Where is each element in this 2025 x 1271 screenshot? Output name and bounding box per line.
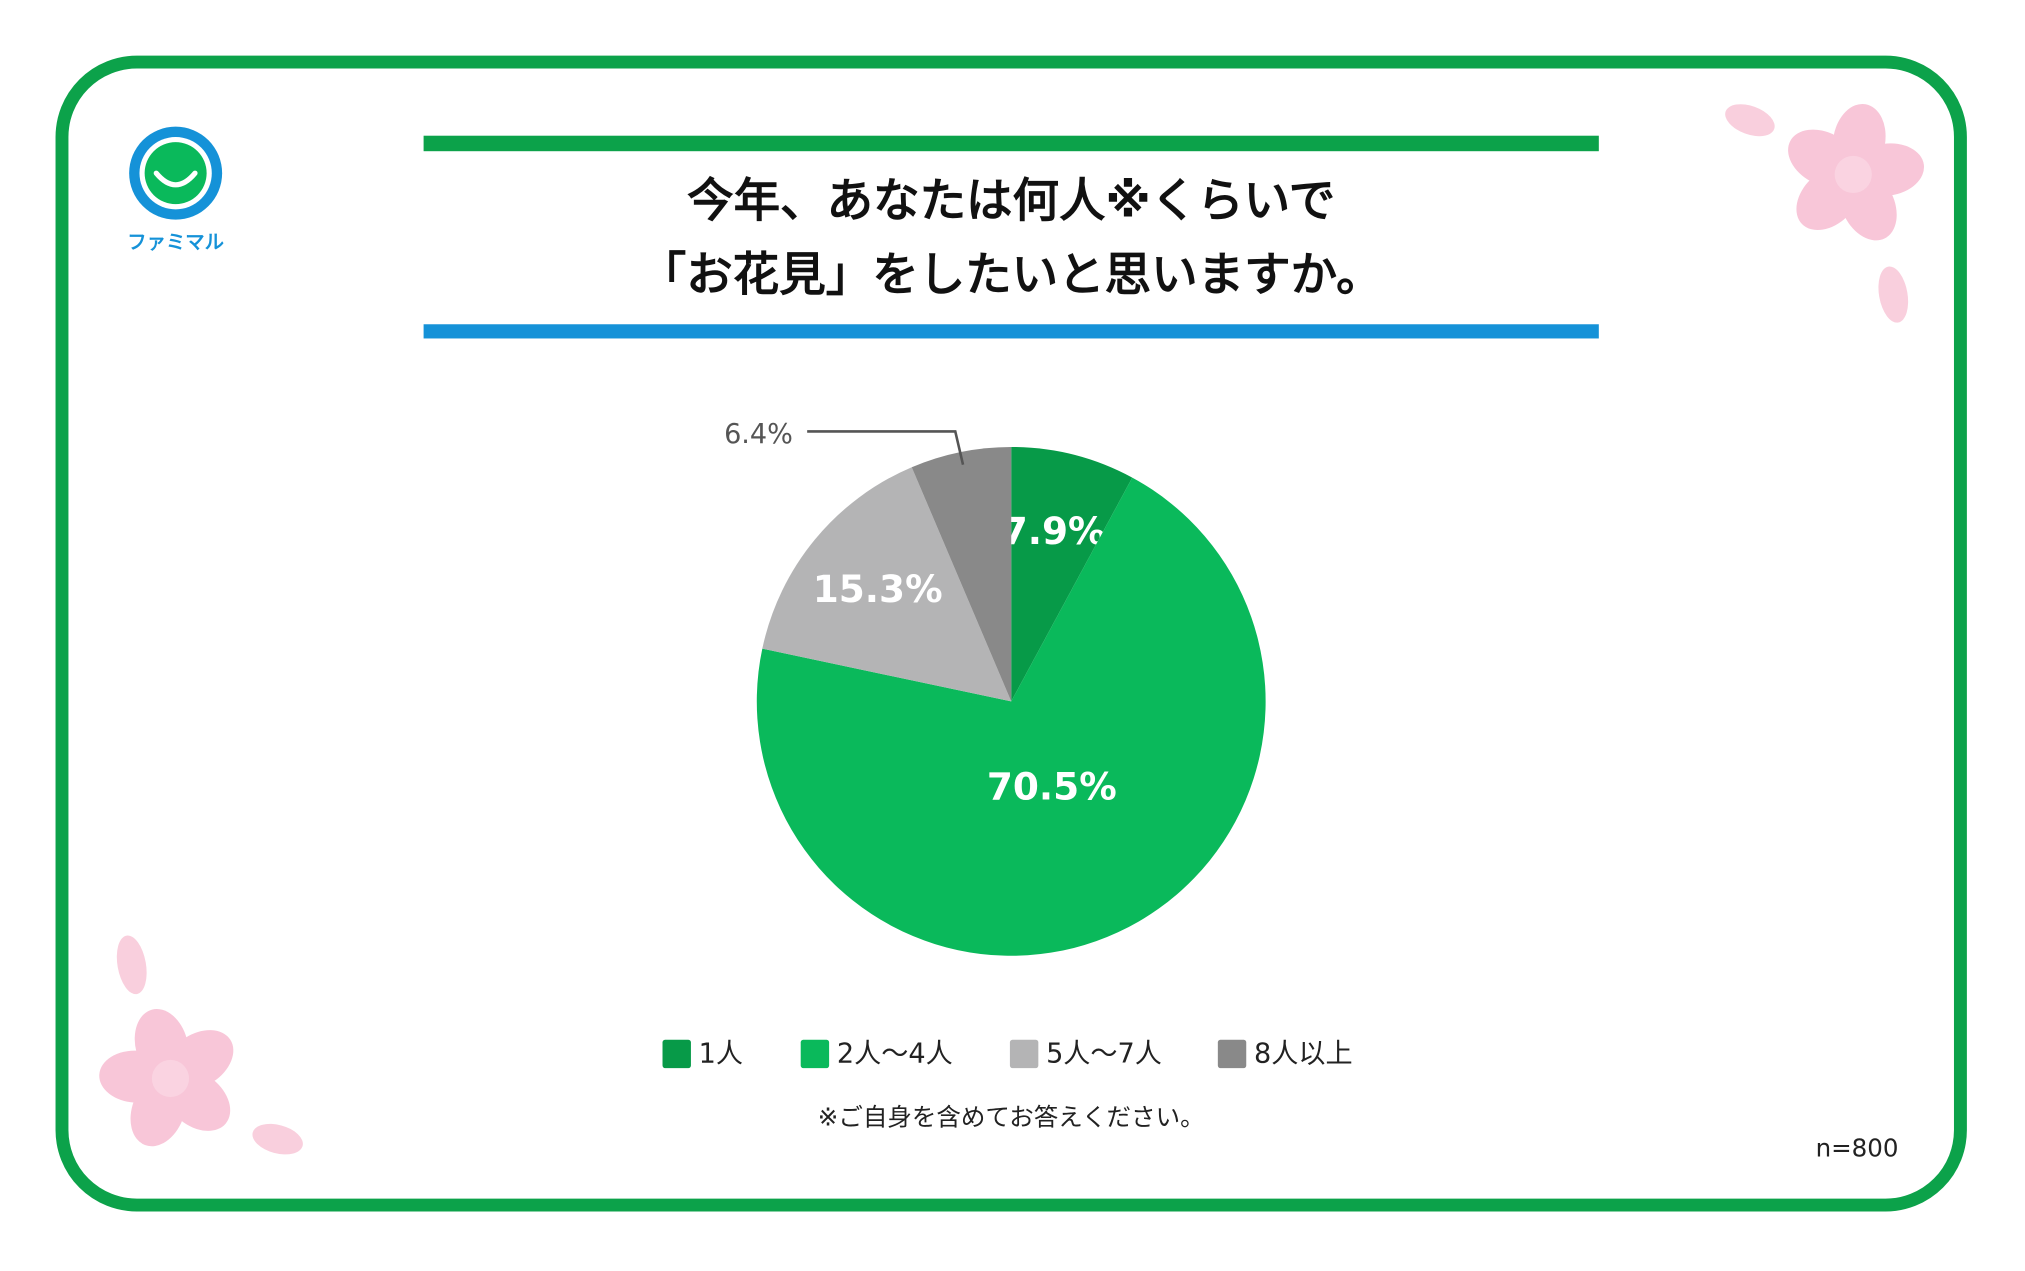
- title-bar-top: [423, 135, 1599, 152]
- chart-title: 今年、あなたは何人※くらいで: [687, 174, 1335, 228]
- data-label: 15.3%: [813, 567, 943, 611]
- pie-slice: [756, 477, 1266, 956]
- pie-slice: [762, 467, 1012, 702]
- legend-swatch: [662, 1039, 691, 1069]
- chart-title: 「お花見」をしたいと思いますか。: [640, 247, 1383, 301]
- legend-label: 1人: [699, 1039, 743, 1070]
- logo-icon: [129, 126, 223, 220]
- pie-slice: [1011, 446, 1133, 702]
- data-label: 70.5%: [987, 765, 1117, 809]
- data-label: 6.4%: [724, 419, 793, 450]
- pie-slice: [911, 446, 1012, 702]
- sample-size: n=800: [1816, 1133, 1899, 1162]
- leader-line: [807, 430, 965, 466]
- legend-swatch: [1009, 1039, 1039, 1069]
- legend-label: 5人〜7人: [1046, 1039, 1162, 1070]
- note: ※ご自身を含めてお答えください。: [818, 1103, 1205, 1132]
- legend-label: 8人以上: [1254, 1039, 1353, 1070]
- logo-text: ファミマル: [127, 230, 224, 253]
- title-bar-bottom: [423, 324, 1599, 339]
- data-label: 7.9%: [1002, 509, 1106, 553]
- legend-swatch: [800, 1039, 830, 1069]
- legend-swatch: [1217, 1039, 1247, 1069]
- legend-label: 2人〜4人: [837, 1039, 953, 1070]
- decoration: [99, 103, 1925, 1155]
